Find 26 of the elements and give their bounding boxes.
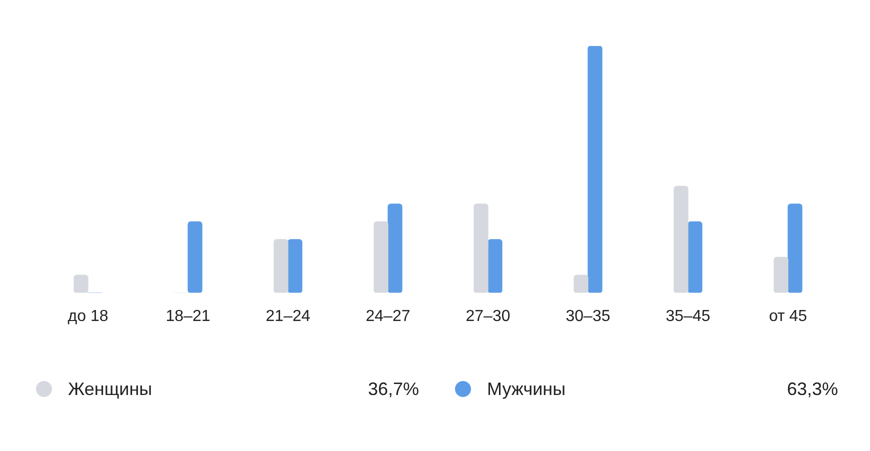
- text: 36,7%: [368, 378, 419, 400]
- bar: [688, 221, 702, 293]
- bar: [474, 204, 488, 293]
- bar: [488, 239, 502, 293]
- bar: [388, 204, 402, 293]
- bar: [374, 221, 388, 293]
- bar: [188, 221, 202, 293]
- bar: [74, 274, 88, 293]
- bar: [574, 274, 588, 293]
- bar: [774, 256, 788, 293]
- x-tick-label: 30–35: [566, 308, 610, 325]
- bar: [288, 239, 302, 293]
- bar: [788, 204, 802, 293]
- text: 63,3%: [786, 378, 838, 400]
- x-tick-label: до 18: [68, 308, 108, 325]
- legend-label: Женщины: [68, 378, 152, 400]
- x-tick-label: от 45: [768, 308, 808, 325]
- x-tick-label: 27–30: [466, 308, 510, 325]
- bar: [588, 46, 602, 293]
- x-tick-label: 18–21: [166, 308, 210, 325]
- x-tick-label: 21–24: [266, 308, 310, 325]
- x-tick-label: 24–27: [366, 308, 410, 325]
- x-tick-label: 35–45: [666, 308, 710, 325]
- bar: [274, 239, 288, 293]
- bar: [674, 186, 688, 293]
- legend-label: Мужчины: [487, 378, 566, 400]
